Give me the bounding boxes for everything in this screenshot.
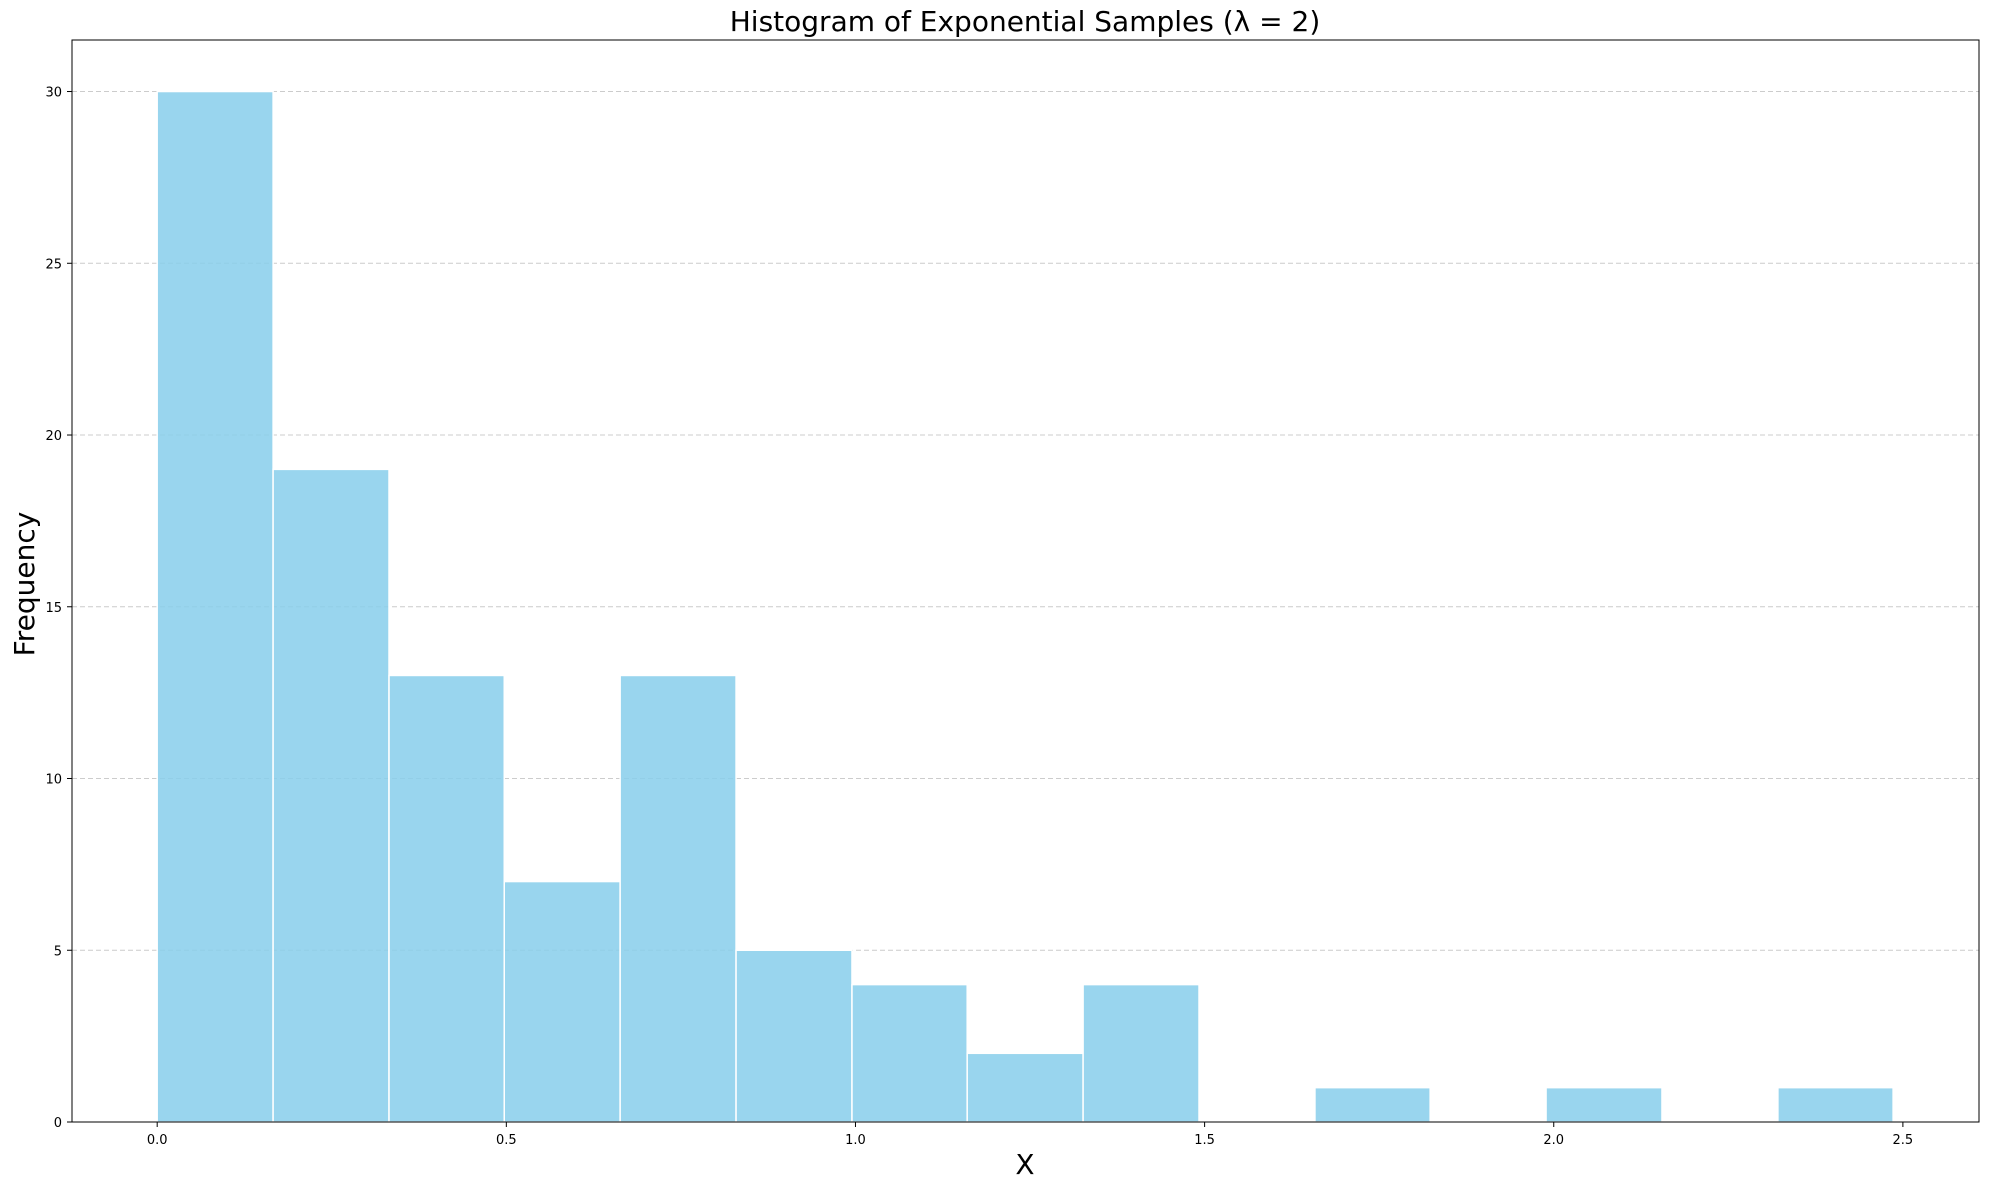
histogram-bar — [1777, 1086, 1894, 1123]
y-tick-label: 30 — [45, 86, 62, 101]
histogram-bar — [388, 674, 505, 1123]
x-tick-label: 2.5 — [1893, 1133, 1914, 1148]
histogram-bar — [1082, 983, 1200, 1123]
histogram-bar — [1314, 1086, 1431, 1123]
x-tick-label: 1.0 — [845, 1133, 866, 1148]
histogram-bar — [735, 949, 853, 1123]
histogram-bar — [272, 468, 390, 1123]
histogram-bar — [503, 880, 621, 1123]
y-axis-label: Frequency — [8, 512, 41, 657]
y-gridlines — [72, 91, 1979, 951]
x-tick-label: 1.5 — [1194, 1133, 1215, 1148]
histogram-bar — [156, 90, 274, 1123]
chart-title: Histogram of Exponential Samples (λ = 2) — [730, 5, 1321, 38]
histogram-bars — [156, 90, 1894, 1123]
y-tick-label: 15 — [45, 601, 62, 616]
y-tick-label: 0 — [54, 1116, 62, 1131]
y-tick-label: 25 — [45, 257, 62, 272]
y-axis-ticks: 0 5 10 15 20 25 30 — [45, 86, 72, 1131]
y-tick-label: 5 — [54, 944, 62, 959]
histogram-bar — [966, 1052, 1084, 1123]
histogram-bar — [619, 674, 737, 1123]
plot-frame — [71, 39, 1980, 1123]
x-axis-label: X — [1015, 1148, 1034, 1181]
histogram-bar — [1545, 1086, 1663, 1123]
x-tick-label: 0.0 — [147, 1133, 168, 1148]
y-tick-label: 20 — [45, 429, 62, 444]
x-tick-label: 0.5 — [496, 1133, 517, 1148]
x-tick-label: 2.0 — [1543, 1133, 1564, 1148]
x-axis-ticks: 0.0 0.5 1.0 1.5 2.0 2.5 — [147, 1122, 1913, 1148]
histogram-bar — [851, 983, 968, 1123]
y-tick-label: 10 — [45, 773, 62, 788]
